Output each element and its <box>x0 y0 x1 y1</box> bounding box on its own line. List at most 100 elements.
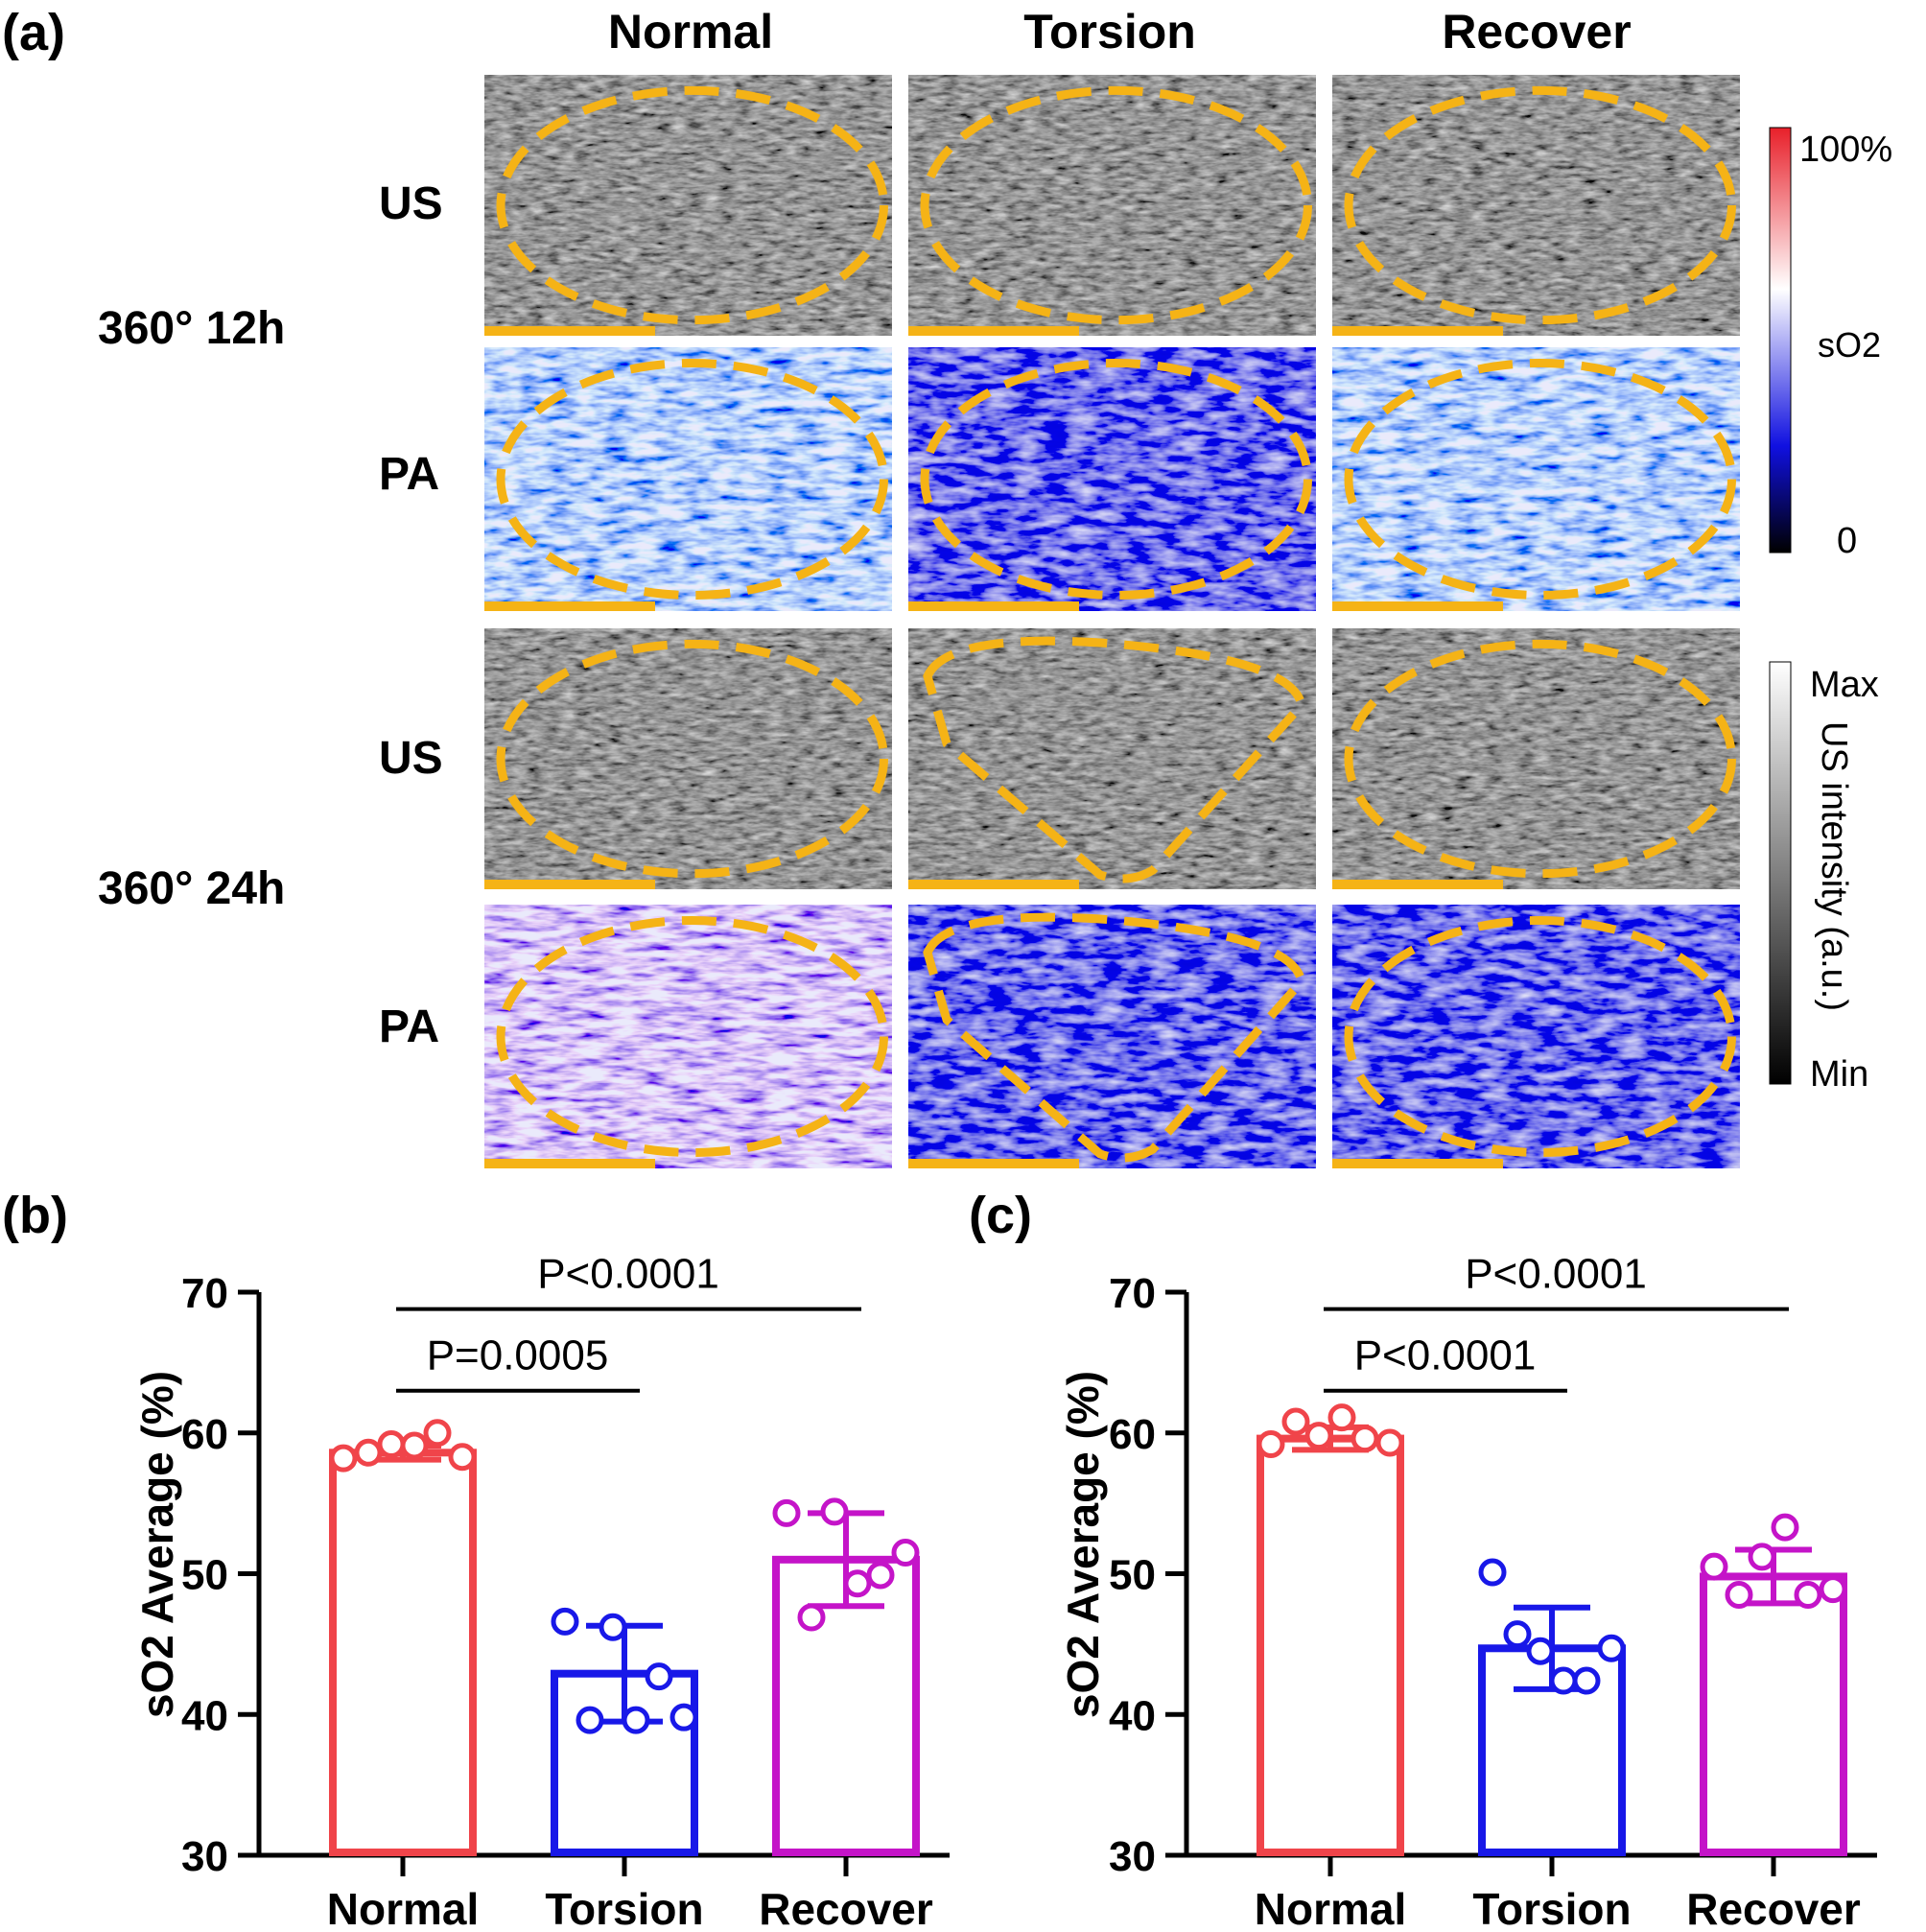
so2-colorbar-bottom-label: 0 <box>1837 521 1857 561</box>
image-tile-texture <box>484 905 892 1168</box>
roi-outline <box>1344 639 1736 879</box>
data-point-torsion <box>1478 1558 1507 1587</box>
roi-outline <box>496 916 888 1157</box>
data-point-recover <box>1794 1581 1822 1610</box>
data-point-normal <box>354 1438 383 1467</box>
significance-label: P<0.0001 <box>1465 1251 1647 1298</box>
panel-a: (a) Normal Torsion Recover 360° 12h 360°… <box>2 4 1892 1168</box>
scale-bar <box>484 326 655 336</box>
us-colorbar-top-label: Max <box>1810 665 1879 705</box>
image-tile-pa-12h-torsion <box>908 347 1316 611</box>
chart-b-ylabel: sO2 Average (%) <box>132 1371 182 1718</box>
roi-outline <box>920 359 1312 600</box>
image-tile-pa-24h-torsion <box>908 905 1316 1168</box>
row-label-pa-24h: PA <box>379 1001 439 1052</box>
data-point-normal <box>448 1443 477 1472</box>
data-point-torsion <box>1572 1666 1601 1695</box>
x-tick-label-recover: Recover <box>1686 1884 1861 1932</box>
image-tile-texture <box>908 75 1316 336</box>
data-point-normal <box>1281 1407 1310 1436</box>
data-point-torsion <box>575 1706 604 1734</box>
significance-label: P=0.0005 <box>427 1332 609 1379</box>
condition-label-24h: 360° 24h <box>98 863 285 914</box>
us-colorbar-gradient <box>1769 661 1792 1085</box>
data-point-recover <box>1819 1575 1847 1604</box>
data-point-torsion <box>622 1706 650 1734</box>
us-colorbar: Max US intensity (a.u.) Min <box>1769 661 1879 1095</box>
y-tick-label: 60 <box>1109 1411 1156 1458</box>
x-tick-label-normal: Normal <box>327 1884 479 1932</box>
data-point-torsion <box>1549 1666 1578 1695</box>
roi-outline <box>920 85 1312 325</box>
x-tick-label-normal: Normal <box>1255 1884 1406 1932</box>
image-tile-texture <box>908 347 1316 611</box>
scale-bar <box>484 880 655 889</box>
data-point-normal <box>377 1429 406 1458</box>
bar-recover <box>1700 1572 1847 1857</box>
image-tile-texture <box>1332 905 1740 1168</box>
column-header-torsion: Torsion <box>1023 5 1196 59</box>
significance-label: P<0.0001 <box>537 1251 719 1298</box>
data-point-recover <box>820 1497 849 1526</box>
significance-label: P<0.0001 <box>1354 1332 1537 1379</box>
row-label-us-24h: US <box>379 733 443 784</box>
y-tick-label: 30 <box>181 1833 228 1880</box>
chart-c-ylabel: sO2 Average (%) <box>1058 1371 1108 1718</box>
data-point-recover <box>1725 1581 1753 1610</box>
chart-c: (c) sO2 Average (%) 30 40 50 60 70 Normal Tors… <box>969 1187 1877 1932</box>
data-point-recover <box>866 1561 895 1590</box>
data-point-normal <box>1304 1422 1333 1450</box>
panel-c-label: (c) <box>969 1187 1032 1244</box>
y-tick-label: 40 <box>181 1692 228 1739</box>
y-tick-label: 70 <box>1109 1270 1156 1317</box>
x-tick-label-torsion: Torsion <box>545 1884 703 1932</box>
roi-outline <box>923 912 1306 1163</box>
y-tick-label: 30 <box>1109 1833 1156 1880</box>
image-tile-texture <box>484 75 892 336</box>
scale-bar <box>1332 1159 1503 1168</box>
roi-outline <box>1344 916 1736 1157</box>
scale-bar <box>484 1159 655 1168</box>
image-tile-texture <box>484 347 892 611</box>
data-point-torsion <box>599 1613 627 1641</box>
data-point-normal <box>1327 1403 1356 1432</box>
panel-b-label: (b) <box>2 1187 68 1244</box>
roi-outline <box>1344 359 1736 600</box>
panel-a-label: (a) <box>2 4 65 61</box>
y-tick-label: 60 <box>181 1411 228 1458</box>
data-point-recover <box>843 1569 872 1598</box>
scale-bar <box>1332 601 1503 611</box>
image-tile-us-12h-normal <box>484 75 892 336</box>
scale-bar <box>908 326 1079 336</box>
data-point-torsion <box>551 1607 579 1636</box>
y-tick-label: 40 <box>1109 1692 1156 1739</box>
data-point-recover <box>772 1498 801 1527</box>
chart-b: (b) sO2 Average (%) 30 40 50 60 70 Normal Tors… <box>2 1187 950 1932</box>
data-point-recover <box>1700 1552 1728 1581</box>
data-point-normal <box>1257 1429 1285 1458</box>
data-point-normal <box>1375 1428 1404 1457</box>
data-point-normal <box>423 1419 452 1448</box>
x-tick-label-torsion: Torsion <box>1472 1884 1631 1932</box>
data-point-normal <box>1351 1425 1379 1453</box>
data-point-recover <box>797 1603 826 1632</box>
image-tile-us-24h-torsion <box>908 628 1316 889</box>
data-point-normal <box>400 1431 429 1460</box>
roi-outline <box>923 636 1306 884</box>
column-header-recover: Recover <box>1442 5 1631 59</box>
so2-colorbar: 100% sO2 0 <box>1769 127 1892 561</box>
y-tick-label: 50 <box>181 1552 228 1599</box>
y-tick-label: 50 <box>1109 1552 1156 1599</box>
column-header-normal: Normal <box>608 5 773 59</box>
y-tick-label: 70 <box>181 1270 228 1317</box>
data-point-torsion <box>1503 1620 1532 1649</box>
roi-outline <box>496 359 888 600</box>
roi-outline <box>1344 85 1736 325</box>
so2-colorbar-gradient <box>1769 127 1792 554</box>
data-point-torsion <box>645 1662 673 1691</box>
us-colorbar-title: US intensity (a.u.) <box>1814 721 1854 1011</box>
image-tile-us-12h-torsion <box>908 75 1316 336</box>
data-point-recover <box>1748 1543 1776 1571</box>
x-tick-label-recover: Recover <box>759 1884 933 1932</box>
